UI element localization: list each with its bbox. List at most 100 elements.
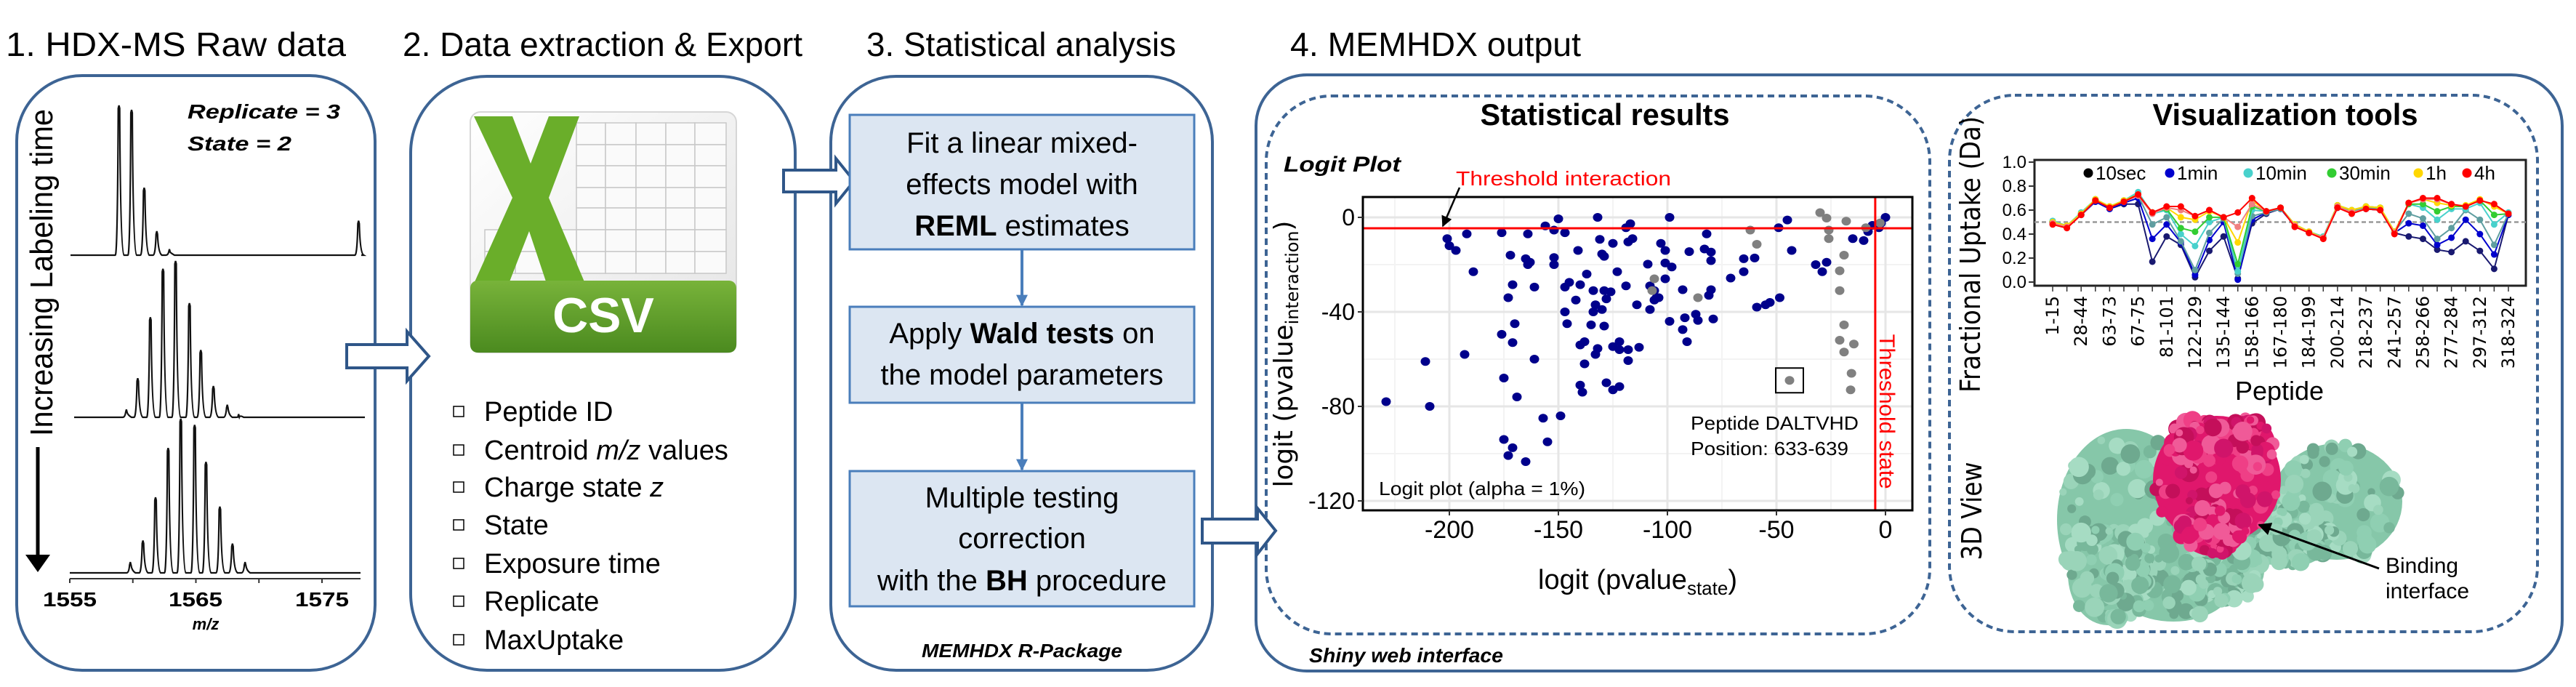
protein-surface-bump (2312, 481, 2333, 502)
legend-label: 30min (2339, 162, 2391, 184)
grid-cell (665, 122, 696, 145)
uptake-point (2490, 241, 2497, 249)
grid-cell (665, 229, 696, 252)
uptake-point (2135, 191, 2142, 198)
logit-point (1497, 329, 1507, 339)
protein-surface-bump (2157, 533, 2175, 550)
field-text: Replicate (484, 587, 599, 617)
logit-point (1425, 402, 1435, 411)
mz-axis-label: m/z (193, 615, 220, 633)
uptake-point (2490, 201, 2497, 208)
uptake-series (2049, 188, 2512, 284)
csv-icon-label: CSV (552, 288, 654, 343)
protein-surface-bump (2348, 484, 2356, 492)
logit-point (1784, 376, 1795, 385)
uptake-point (2405, 210, 2412, 217)
logit-point (1839, 251, 1849, 260)
grid-cell (665, 207, 696, 230)
uptake-point (2120, 198, 2128, 205)
legend-marker (2327, 168, 2337, 178)
binding-interface-surface-bump (2253, 462, 2263, 471)
state-label: State = 2 (188, 132, 292, 155)
grid-cell (576, 144, 606, 166)
grid-cell (694, 207, 727, 230)
grid-cell (576, 165, 606, 188)
step-line: with the (877, 565, 986, 597)
logit-point (1621, 281, 1631, 291)
protein-surface-bump (2317, 545, 2333, 561)
x-tick-label: 1-15 (2042, 296, 2063, 335)
csv-icon-band (470, 281, 736, 353)
x-tick-label: 158-166 (2242, 296, 2262, 369)
grid-cell (635, 207, 667, 230)
binding-interface-surface-bump (2213, 523, 2230, 540)
logit-y-axis-title: logit (pvalueinteraction) (1269, 221, 1303, 488)
step-text: REML estimates (914, 210, 1130, 242)
uptake-point (2419, 215, 2426, 222)
logit-plot: -200 -150 -100 -50 0 0 -40 -80 -120 (1308, 196, 1914, 544)
binding-interface-surface-bump (2162, 455, 2173, 467)
step-line: effects model with (906, 169, 1138, 201)
binding-interface-surface-bump (2233, 421, 2253, 441)
logit-point (1623, 345, 1633, 354)
protein-surface-bump (2144, 553, 2155, 563)
protein-surface-bump (2169, 609, 2179, 619)
binding-interface-surface-bump (2175, 429, 2183, 437)
protein-surface-bump (2325, 442, 2338, 455)
uptake-point (2476, 247, 2484, 254)
protein-surface-bump (2106, 571, 2120, 585)
logit-point (1595, 235, 1605, 244)
logit-point (1752, 302, 1762, 312)
highlighted-peptide-box (1775, 367, 1804, 394)
axis-title-subscript: interaction (1282, 230, 1303, 324)
x-tick-label: 218-237 (2356, 296, 2376, 369)
logit-point (1625, 219, 1635, 228)
protein-surface-bump (2091, 526, 2100, 534)
x-tick-label: 258-266 (2412, 296, 2433, 369)
excel-x-icon (474, 116, 585, 284)
protein-surface-bump (2241, 590, 2254, 603)
logit-point (1579, 359, 1590, 369)
x-tick-label: 200-214 (2327, 296, 2348, 369)
logit-point (1549, 253, 1559, 262)
protein-surface-bump (2085, 554, 2097, 566)
logit-point (1787, 246, 1797, 255)
logit-point (1822, 257, 1832, 267)
grid-cell (576, 187, 606, 209)
field-maxuptake: MaxUptake (484, 625, 624, 656)
binding-interface-surface-bump (2261, 423, 2272, 434)
protein-surface-bump (2271, 546, 2287, 562)
step-text: Apply Wald tests on (889, 318, 1154, 350)
uptake-point (2319, 236, 2327, 243)
protein-surface-bump (2178, 553, 2195, 571)
y-tick-label: -80 (1321, 393, 1355, 419)
protein-surface-bump (2143, 600, 2154, 611)
binding-interface-surface-bump (2185, 497, 2193, 505)
field-text: Centroid (484, 435, 596, 466)
uptake-point (2362, 205, 2370, 212)
protein-surface-bump (2136, 563, 2150, 577)
binding-interface-surface-bump (2250, 435, 2262, 446)
protein-surface-bump (2306, 529, 2322, 545)
panel4-title: 4. MEMHDX output (1290, 25, 1581, 63)
panel1-title: 1. HDX-MS Raw data (6, 25, 346, 63)
protein-surface-bump (2125, 568, 2137, 580)
legend-label: 1min (2177, 162, 2218, 184)
protein-surface-bump (2358, 535, 2377, 554)
protein-surface-bump (2059, 488, 2067, 496)
panel1-frame (15, 74, 377, 672)
logit-point (1656, 238, 1666, 248)
binding-interface-surface-bump (2189, 466, 2197, 474)
logit-points (1381, 208, 1891, 467)
protein-surface-bump (2109, 437, 2125, 454)
axis-title-text: logit (pvalue (1269, 324, 1299, 487)
uptake-point (2505, 210, 2512, 217)
uptake-point (2448, 234, 2455, 241)
statistical-results-title: Statistical results (1481, 97, 1730, 132)
protein-surface-bump (2170, 566, 2180, 575)
logit-point (1499, 435, 1509, 444)
logit-point (1632, 300, 1642, 310)
protein-surface-bump (2059, 523, 2072, 536)
uptake-point (2434, 246, 2441, 253)
logit-point (1849, 340, 1859, 349)
